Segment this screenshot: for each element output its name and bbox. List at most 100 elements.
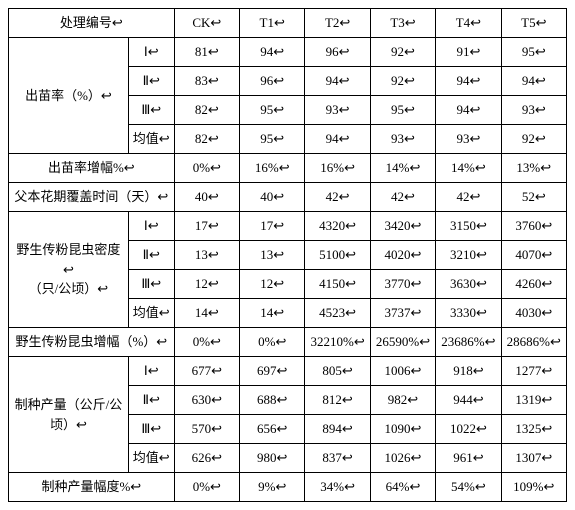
data-cell: 688↩ <box>240 386 305 415</box>
data-cell: 40↩ <box>174 183 239 212</box>
data-cell: 14↩ <box>240 299 305 328</box>
data-cell: 0%↩ <box>174 473 239 502</box>
data-cell: 14%↩ <box>436 154 501 183</box>
single-label: 父本花期覆盖时间（天）↩ <box>9 183 175 212</box>
data-cell: 982↩ <box>370 386 435 415</box>
data-cell: 93↩ <box>370 125 435 154</box>
sub-label: 均值↩ <box>128 299 174 328</box>
data-cell: 17↩ <box>240 212 305 241</box>
data-cell: 4260↩ <box>501 270 566 299</box>
data-cell: 3737↩ <box>370 299 435 328</box>
data-cell: 9%↩ <box>240 473 305 502</box>
data-cell: 3210↩ <box>436 241 501 270</box>
data-cell: 3630↩ <box>436 270 501 299</box>
single-label: 野生传粉昆虫增幅（%）↩ <box>9 328 175 357</box>
data-cell: 109%↩ <box>501 473 566 502</box>
sub-label: Ⅲ↩ <box>128 415 174 444</box>
data-cell: 95↩ <box>501 38 566 67</box>
table-row: 制种产量幅度%↩0%↩9%↩34%↩64%↩54%↩109%↩ <box>9 473 567 502</box>
section-label: 出苗率（%）↩ <box>9 38 129 154</box>
data-table: 处理编号↩CK↩T1↩T2↩T3↩T4↩T5↩出苗率（%）↩Ⅰ↩81↩94↩96… <box>8 8 567 502</box>
data-cell: 626↩ <box>174 444 239 473</box>
sub-label: 均值↩ <box>128 125 174 154</box>
data-cell: 52↩ <box>501 183 566 212</box>
data-cell: 894↩ <box>305 415 370 444</box>
data-cell: 82↩ <box>174 125 239 154</box>
table-row: 处理编号↩CK↩T1↩T2↩T3↩T4↩T5↩ <box>9 9 567 38</box>
data-cell: 4030↩ <box>501 299 566 328</box>
data-cell: 980↩ <box>240 444 305 473</box>
data-cell: 40↩ <box>240 183 305 212</box>
header-col-1: T1↩ <box>240 9 305 38</box>
data-cell: 812↩ <box>305 386 370 415</box>
data-cell: 1026↩ <box>370 444 435 473</box>
data-cell: 837↩ <box>305 444 370 473</box>
data-cell: 64%↩ <box>370 473 435 502</box>
data-cell: 1325↩ <box>501 415 566 444</box>
sub-label: Ⅰ↩ <box>128 38 174 67</box>
data-cell: 1022↩ <box>436 415 501 444</box>
data-cell: 93↩ <box>436 125 501 154</box>
table-row: 出苗率增幅%↩0%↩16%↩16%↩14%↩14%↩13%↩ <box>9 154 567 183</box>
data-cell: 0%↩ <box>240 328 305 357</box>
data-cell: 4523↩ <box>305 299 370 328</box>
data-cell: 93↩ <box>305 96 370 125</box>
data-cell: 4020↩ <box>370 241 435 270</box>
header-col-0: CK↩ <box>174 9 239 38</box>
data-cell: 54%↩ <box>436 473 501 502</box>
data-cell: 42↩ <box>436 183 501 212</box>
data-cell: 14%↩ <box>370 154 435 183</box>
data-cell: 94↩ <box>436 96 501 125</box>
data-cell: 92↩ <box>501 125 566 154</box>
table-row: 制种产量（公斤/公顷）↩Ⅰ↩677↩697↩805↩1006↩918↩1277↩ <box>9 357 567 386</box>
data-cell: 92↩ <box>370 67 435 96</box>
data-cell: 92↩ <box>370 38 435 67</box>
sub-label: Ⅰ↩ <box>128 212 174 241</box>
data-cell: 656↩ <box>240 415 305 444</box>
data-cell: 1307↩ <box>501 444 566 473</box>
sub-label: Ⅲ↩ <box>128 96 174 125</box>
data-cell: 94↩ <box>305 125 370 154</box>
data-cell: 82↩ <box>174 96 239 125</box>
data-cell: 630↩ <box>174 386 239 415</box>
sub-label: Ⅰ↩ <box>128 357 174 386</box>
data-cell: 1090↩ <box>370 415 435 444</box>
data-cell: 1277↩ <box>501 357 566 386</box>
data-cell: 17↩ <box>174 212 239 241</box>
section-label: 制种产量（公斤/公顷）↩ <box>9 357 129 473</box>
data-cell: 28686%↩ <box>501 328 566 357</box>
data-cell: 83↩ <box>174 67 239 96</box>
data-cell: 16%↩ <box>240 154 305 183</box>
data-cell: 26590%↩ <box>370 328 435 357</box>
header-col-4: T4↩ <box>436 9 501 38</box>
data-cell: 14↩ <box>174 299 239 328</box>
data-cell: 3760↩ <box>501 212 566 241</box>
data-cell: 16%↩ <box>305 154 370 183</box>
sub-label: Ⅲ↩ <box>128 270 174 299</box>
data-cell: 94↩ <box>240 38 305 67</box>
data-cell: 12↩ <box>174 270 239 299</box>
data-cell: 32210%↩ <box>305 328 370 357</box>
data-cell: 0%↩ <box>174 328 239 357</box>
section-label: 野生传粉昆虫密度↩（只/公顷）↩ <box>9 212 129 328</box>
data-cell: 95↩ <box>240 125 305 154</box>
data-cell: 91↩ <box>436 38 501 67</box>
data-cell: 5100↩ <box>305 241 370 270</box>
sub-label: Ⅱ↩ <box>128 241 174 270</box>
table-row: 父本花期覆盖时间（天）↩40↩40↩42↩42↩42↩52↩ <box>9 183 567 212</box>
data-cell: 96↩ <box>305 38 370 67</box>
data-cell: 677↩ <box>174 357 239 386</box>
data-cell: 42↩ <box>305 183 370 212</box>
data-cell: 4070↩ <box>501 241 566 270</box>
header-col-5: T5↩ <box>501 9 566 38</box>
table-row: 野生传粉昆虫密度↩（只/公顷）↩Ⅰ↩17↩17↩4320↩3420↩3150↩3… <box>9 212 567 241</box>
data-cell: 3330↩ <box>436 299 501 328</box>
data-cell: 34%↩ <box>305 473 370 502</box>
data-cell: 96↩ <box>240 67 305 96</box>
data-cell: 4150↩ <box>305 270 370 299</box>
data-cell: 42↩ <box>370 183 435 212</box>
data-cell: 3770↩ <box>370 270 435 299</box>
data-cell: 13↩ <box>240 241 305 270</box>
sub-label: Ⅱ↩ <box>128 67 174 96</box>
data-cell: 94↩ <box>436 67 501 96</box>
